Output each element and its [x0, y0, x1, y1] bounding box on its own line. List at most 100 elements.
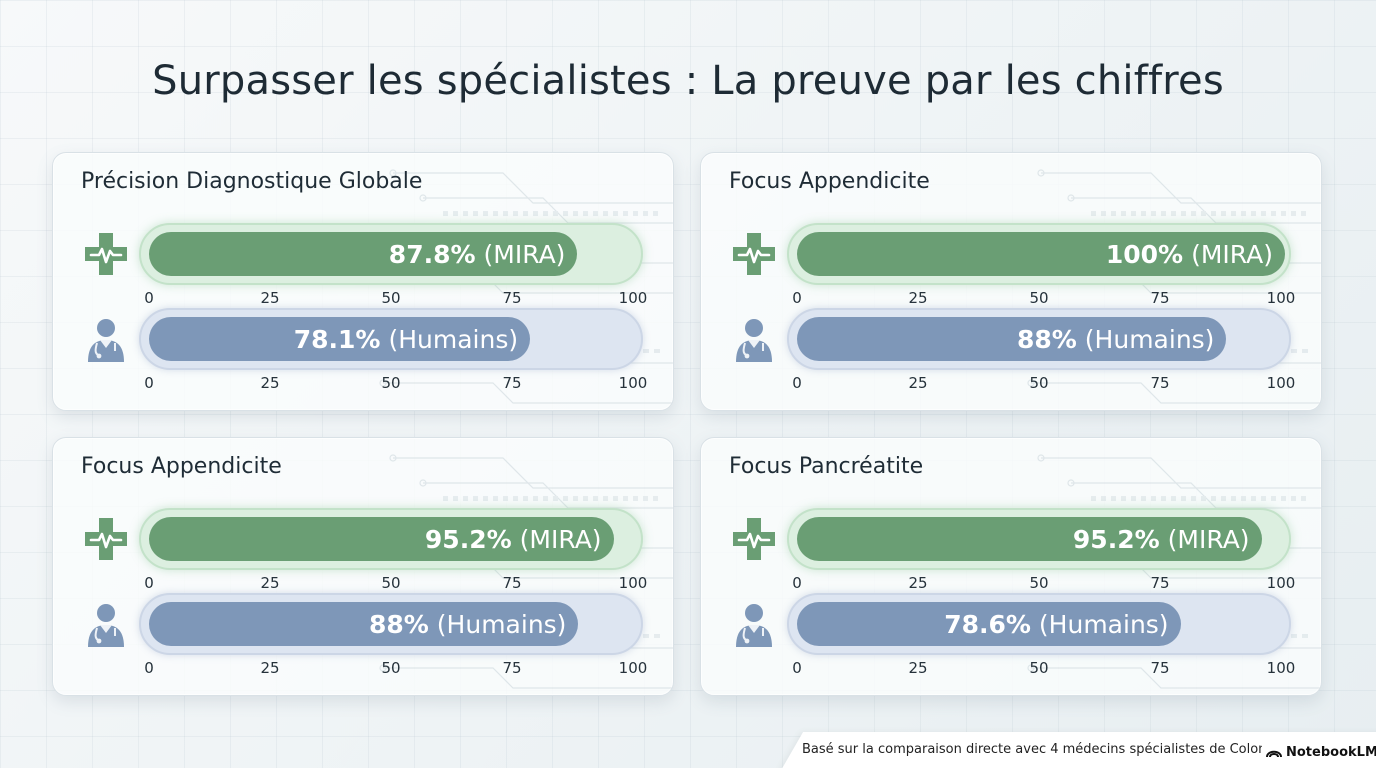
doctor-icon	[83, 601, 129, 647]
tick-label: 100	[1266, 574, 1296, 592]
axis-ticks: 0 25 50 75 100	[144, 659, 647, 679]
bar-value-label: 87.8%	[388, 239, 476, 269]
tick-label: 100	[618, 374, 648, 392]
tick-label: 100	[618, 574, 648, 592]
tick-label: 25	[908, 659, 928, 677]
chart-title: Focus Appendicite	[81, 454, 282, 479]
humans-bar-track: 78.1% (Humains)	[139, 308, 643, 370]
tick-label: 0	[792, 374, 802, 392]
humans-bar: 78.6% (Humains)	[797, 602, 1181, 646]
mira-bar: 95.2% (MIRA)	[149, 517, 614, 561]
bar-value-label: 78.1%	[293, 324, 381, 354]
bar-value-label: 88%	[1016, 324, 1077, 354]
tick-label: 25	[908, 374, 928, 392]
medical-cross-pulse-icon	[83, 231, 129, 277]
tick-label: 50	[1029, 374, 1049, 392]
axis-ticks: 0 25 50 75 100	[792, 574, 1295, 594]
tick-label: 75	[1150, 374, 1170, 392]
tick-label: 100	[618, 659, 648, 677]
tick-label: 100	[618, 289, 648, 307]
tick-label: 50	[381, 374, 401, 392]
tick-label: 0	[792, 659, 802, 677]
tick-label: 75	[502, 574, 522, 592]
chart-card: Focus Pancréatite 95.2% (MIRA) 0 25 50 75 100 78…	[700, 437, 1322, 696]
tick-label: 100	[1266, 374, 1296, 392]
medical-cross-pulse-icon	[83, 516, 129, 562]
mira-bar: 100% (MIRA)	[797, 232, 1285, 276]
bar-series-label: (Humains)	[436, 609, 567, 639]
brand-label: NotebookLM	[1286, 744, 1376, 760]
tick-label: 75	[1150, 659, 1170, 677]
bar-value-label: 88%	[368, 609, 429, 639]
tick-label: 25	[260, 659, 280, 677]
tick-label: 0	[144, 374, 154, 392]
tick-label: 75	[1150, 289, 1170, 307]
axis-ticks: 0 25 50 75 100	[144, 574, 647, 594]
tick-label: 0	[144, 659, 154, 677]
chart-title: Précision Diagnostique Globale	[81, 169, 423, 194]
axis-ticks: 0 25 50 75 100	[792, 289, 1295, 309]
doctor-icon	[83, 316, 129, 362]
chart-title: Focus Pancréatite	[729, 454, 924, 479]
bar-value-label: 100%	[1105, 239, 1184, 269]
bar-series-label: (MIRA)	[519, 524, 602, 554]
tick-label: 0	[144, 289, 154, 307]
tick-label: 50	[1029, 659, 1049, 677]
tick-label: 75	[1150, 574, 1170, 592]
humans-bar-track: 88% (Humains)	[139, 593, 643, 655]
mira-bar-track: 95.2% (MIRA)	[787, 508, 1291, 570]
humans-bar-track: 88% (Humains)	[787, 308, 1291, 370]
doctor-icon	[731, 601, 777, 647]
tick-label: 0	[144, 574, 154, 592]
tick-label: 25	[260, 574, 280, 592]
brand-badge: NotebookLM	[1262, 740, 1376, 764]
tick-label: 50	[381, 659, 401, 677]
tick-label: 50	[381, 289, 401, 307]
mira-bar: 87.8% (MIRA)	[149, 232, 578, 276]
chart-card: Précision Diagnostique Globale 87.8% (MIRA…	[52, 152, 674, 411]
mira-bar-track: 87.8% (MIRA)	[139, 223, 643, 285]
axis-ticks: 0 25 50 75 100	[792, 374, 1295, 394]
tick-label: 0	[792, 289, 802, 307]
bar-value-label: 95.2%	[424, 524, 512, 554]
bar-series-label: (MIRA)	[1191, 239, 1273, 269]
tick-label: 75	[502, 374, 522, 392]
bar-value-label: 78.6%	[944, 609, 1031, 639]
tick-label: 25	[908, 289, 928, 307]
chart-card: Focus Appendicite 100% (MIRA) 0 25 50 75 100 88%…	[700, 152, 1322, 411]
tick-label: 50	[1029, 574, 1049, 592]
medical-cross-pulse-icon	[731, 516, 777, 562]
tick-label: 100	[1266, 659, 1296, 677]
axis-ticks: 0 25 50 75 100	[144, 289, 647, 309]
mira-bar-track: 100% (MIRA)	[787, 223, 1291, 285]
tick-label: 50	[1029, 289, 1049, 307]
mira-bar-track: 95.2% (MIRA)	[139, 508, 643, 570]
mira-bar: 95.2% (MIRA)	[797, 517, 1262, 561]
bar-series-label: (Humains)	[1038, 609, 1169, 639]
doctor-icon	[731, 316, 777, 362]
bar-series-label: (MIRA)	[1167, 524, 1250, 554]
tick-label: 25	[908, 574, 928, 592]
tick-label: 100	[1266, 289, 1296, 307]
footer-note: Basé sur la comparaison directe avec 4 m…	[802, 742, 1262, 757]
humans-bar: 78.1% (Humains)	[149, 317, 531, 361]
tick-label: 25	[260, 374, 280, 392]
bar-value-label: 95.2%	[1072, 524, 1160, 554]
tick-label: 0	[792, 574, 802, 592]
bar-series-label: (Humains)	[1084, 324, 1215, 354]
notebooklm-logo-icon	[1266, 750, 1282, 758]
bar-series-label: (Humains)	[388, 324, 519, 354]
humans-bar: 88% (Humains)	[149, 602, 579, 646]
tick-label: 25	[260, 289, 280, 307]
tick-label: 75	[502, 659, 522, 677]
medical-cross-pulse-icon	[731, 231, 777, 277]
bar-series-label: (MIRA)	[483, 239, 566, 269]
page-title: Surpasser les spécialistes : La preuve p…	[152, 58, 1224, 104]
axis-ticks: 0 25 50 75 100	[792, 659, 1295, 679]
chart-title: Focus Appendicite	[729, 169, 930, 194]
axis-ticks: 0 25 50 75 100	[144, 374, 647, 394]
humans-bar: 88% (Humains)	[797, 317, 1227, 361]
tick-label: 50	[381, 574, 401, 592]
tick-label: 75	[502, 289, 522, 307]
chart-card: Focus Appendicite 95.2% (MIRA) 0 25 50 75 100 88…	[52, 437, 674, 696]
